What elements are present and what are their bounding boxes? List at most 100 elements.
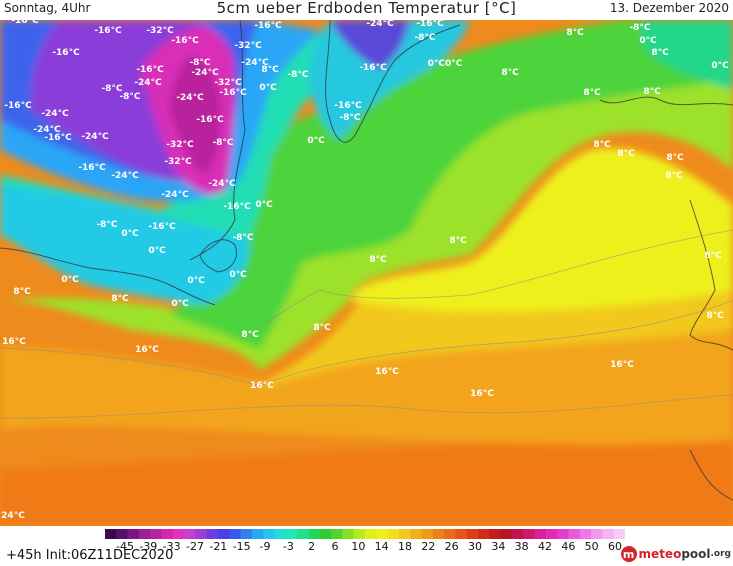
color-scale-cell: [127, 529, 140, 539]
temperature-label: -16°C: [254, 21, 282, 31]
meteopool-logo[interactable]: m meteo pool .org: [620, 545, 731, 563]
temperature-label: -16°C: [171, 36, 199, 46]
temperature-label: 8°C: [313, 323, 331, 333]
temperature-label: -24°C: [134, 78, 162, 88]
color-scale-tick: 46: [561, 540, 576, 553]
isotherm-16: [0, 299, 733, 387]
color-scale-cell: [263, 529, 276, 539]
color-scale-cell: [432, 529, 445, 539]
temperature-label: 8°C: [13, 287, 31, 297]
zone-north-cyan: [308, 20, 470, 140]
color-scale-cell: [150, 529, 163, 539]
color-scale-cell: [489, 529, 502, 539]
temperature-label: 16°C: [135, 345, 159, 355]
temperature-label: -16°C: [94, 26, 122, 36]
color-scale-tick: -33: [162, 540, 181, 553]
temperature-label: -24°C: [41, 109, 69, 119]
temperature-label: 8°C: [665, 171, 683, 181]
temperature-label: 0°C: [121, 229, 139, 239]
color-scale-cell: [240, 529, 253, 539]
coastline-iberia: [689, 449, 733, 501]
color-scale-cell: [455, 529, 468, 539]
zone-teal: [0, 185, 250, 305]
zone-light-orange: [0, 300, 733, 445]
temperature-label: -24°C: [33, 125, 61, 135]
zone-northeast-teal: [640, 20, 733, 90]
color-scale-tick: 10: [351, 540, 366, 553]
color-scale-cell: [557, 529, 569, 539]
color-scale-cell: [319, 529, 332, 539]
color-scale-cell: [218, 529, 230, 539]
color-scale-cell: [478, 529, 490, 539]
color-scale-cell: [398, 529, 411, 539]
temperature-label: -16°C: [136, 65, 164, 75]
temperature-label: -24°C: [366, 20, 394, 29]
color-scale-tick: 50: [584, 540, 599, 553]
logo-text-meteo: meteo: [638, 547, 682, 561]
color-scale-cell: [421, 529, 434, 539]
color-scale-cell: [613, 529, 625, 539]
temperature-label: 8°C: [643, 87, 661, 97]
temperature-label: -16°C: [52, 48, 80, 58]
temperature-label: 0°C: [171, 299, 189, 309]
color-scale-cell: [184, 529, 196, 539]
color-scale-cell: [591, 529, 603, 539]
color-scale-cell: [466, 529, 479, 539]
color-scale-cell: [523, 529, 536, 539]
temperature-label: -16°C: [219, 88, 247, 98]
temperature-label: 8°C: [651, 48, 669, 58]
logo-text-org: .org: [710, 549, 731, 559]
color-scale-tick: 34: [491, 540, 506, 553]
temperature-labels: -16°C-16°C -32°C-16°C-16°C -24°C -16°C-8°C 8…: [1, 20, 729, 521]
color-scale-cell: [365, 529, 377, 539]
temperature-label: -16°C: [78, 163, 106, 173]
temperature-label: -16°C: [44, 133, 72, 143]
color-scale-tick: -39: [139, 540, 158, 553]
temperature-label: -8°C: [287, 70, 308, 80]
zone-north-purple: [330, 20, 410, 70]
forecast-date: 13. Dezember 2020: [609, 1, 729, 15]
temperature-label: 8°C: [583, 88, 601, 98]
temperature-label: -32°C: [166, 140, 194, 150]
temperature-label: -24°C: [176, 93, 204, 103]
coastline-uk: [689, 199, 733, 351]
coastline-scandinavia: [599, 96, 733, 106]
temperature-label: 16°C: [375, 367, 399, 377]
temperature-label: -8°C: [232, 233, 253, 243]
zone-orange-south: [0, 430, 733, 526]
color-scale-cell: [138, 529, 151, 539]
temperature-label: -8°C: [96, 220, 117, 230]
temperature-label: -8°C: [339, 113, 360, 123]
temperature-label: -24°C: [161, 190, 189, 200]
temperature-label: -8°C: [414, 33, 435, 43]
color-scale-cell: [410, 529, 423, 539]
temperature-label: -16°C: [11, 20, 39, 26]
temperature-label: 0°C: [255, 200, 273, 210]
temperature-label: -32°C: [146, 26, 174, 36]
temperature-label: -8°C: [101, 84, 122, 94]
temperature-label: -8°C: [119, 92, 140, 102]
color-scale-cell: [195, 529, 208, 539]
isotherm-8: [239, 229, 733, 341]
temperature-label: -32°C: [214, 78, 242, 88]
color-scale-tick: 38: [514, 540, 529, 553]
temperature-label: -16°C: [148, 222, 176, 232]
zone-yellow: [350, 148, 733, 312]
logo-text-pool: pool: [681, 547, 711, 561]
color-scale-tick: -9: [259, 540, 271, 553]
temperature-label: -24°C: [208, 179, 236, 189]
temperature-label: 0°C: [61, 275, 79, 285]
temperature-label: 0°C0°C: [428, 59, 463, 69]
temperature-label: 0°C: [639, 36, 657, 46]
map-footer: -45 -39 -33 -27 -21 -15 -9 -3 2 6 10 14 18 22 26 30 34 38…: [0, 526, 733, 566]
coastline-newfoundland: [199, 239, 237, 273]
temperature-label: 0°C: [148, 246, 166, 256]
color-scale-cell: [331, 529, 343, 539]
temperature-label: -8°C: [189, 58, 210, 68]
color-scale-cell: [161, 529, 174, 539]
temperature-label: 8°C: [593, 140, 611, 150]
zone-yellow-orange: [260, 280, 733, 388]
temperature-label: 16°C: [250, 381, 274, 391]
color-scale-cell: [444, 529, 456, 539]
color-scale-cell: [545, 529, 558, 539]
